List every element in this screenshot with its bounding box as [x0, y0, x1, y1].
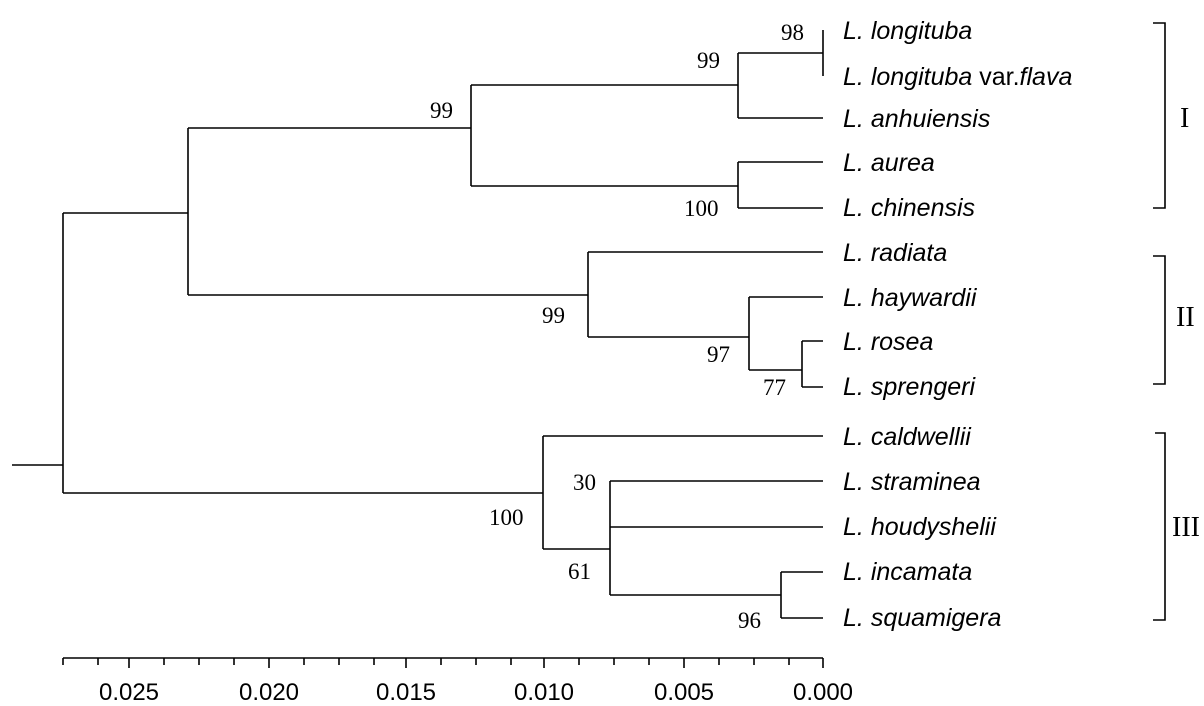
clade-bracket-I — [1153, 22, 1166, 209]
clade-label-III: III — [1172, 512, 1200, 543]
bootstrap-longituba-anhuiensis: 99 — [697, 48, 720, 73]
taxon-label: L. squamigera — [843, 604, 1002, 632]
scale-tick-label: 0.010 — [514, 679, 574, 706]
taxon-label: L. straminea — [843, 468, 981, 496]
scale-tick-label: 0.025 — [99, 679, 159, 706]
taxon-label: L. radiata — [843, 239, 947, 267]
taxon-label: L. longituba — [843, 17, 972, 45]
bootstrap-values: 98 99 99 100 99 97 77 30 100 61 96 — [430, 20, 804, 633]
clade-label-II: II — [1176, 302, 1195, 333]
scale-tick-label: 0.015 — [376, 679, 436, 706]
bootstrap-incamata-squamigera: 96 — [738, 608, 761, 633]
taxon-label: L. anhuiensis — [843, 105, 990, 133]
bootstrap-clade-I: 99 — [430, 98, 453, 123]
clade-brackets: I II III — [1153, 22, 1200, 621]
taxon-label: L. incamata — [843, 558, 972, 586]
taxon-label: L. longituba var.flava — [843, 63, 1072, 91]
clade-bracket-II — [1153, 255, 1166, 385]
bootstrap-rosea-sprengeri: 77 — [763, 375, 786, 400]
bootstrap-clade-II: 99 — [542, 303, 565, 328]
bootstrap-clade-III: 100 — [489, 505, 524, 530]
taxon-label: L. sprengeri — [843, 373, 976, 401]
scale-tick-label: 0.005 — [654, 679, 714, 706]
scale-tick-label: 0.000 — [793, 679, 853, 706]
clade-label-I: I — [1180, 103, 1189, 134]
taxon-label: L. rosea — [843, 328, 933, 356]
taxon-label: L. haywardii — [843, 284, 978, 312]
taxon-label: L. aurea — [843, 149, 935, 177]
tree-branches — [12, 30, 824, 619]
bootstrap-aurea-chinensis: 100 — [684, 196, 719, 221]
taxon-labels: L. longituba L. longituba var.flava L. a… — [843, 17, 1072, 632]
scale-tick-label: 0.020 — [239, 679, 299, 706]
bootstrap-straminea-houdyshelii: 30 — [573, 470, 596, 495]
taxon-label: L. houdyshelii — [843, 513, 997, 541]
scale-axis: 0.025 0.020 0.015 0.010 0.005 0.000 — [62, 657, 853, 706]
taxon-label: L. caldwellii — [843, 423, 972, 451]
bootstrap-straminea-group: 61 — [568, 559, 591, 584]
clade-bracket-III — [1153, 432, 1166, 621]
taxon-label: L. chinensis — [843, 194, 975, 222]
bootstrap-longituba-pair: 98 — [781, 20, 804, 45]
bootstrap-haywardii-group: 97 — [707, 342, 730, 367]
